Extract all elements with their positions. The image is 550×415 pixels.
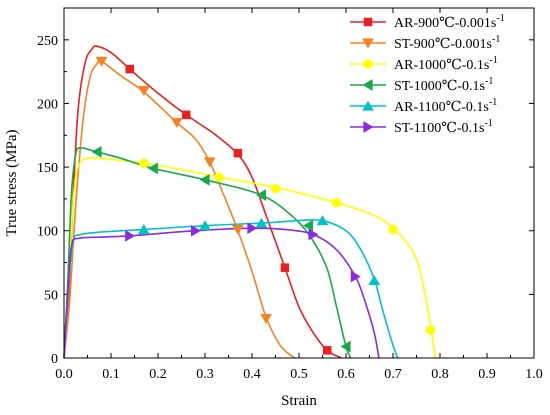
- legend-label: ST-1100℃-0.1s-1: [394, 118, 493, 136]
- legend-marker: [362, 38, 374, 49]
- legend-label-text: ST-1100℃-0.1s: [394, 121, 484, 136]
- series-line: [63, 45, 342, 359]
- x-axis-title: Strain: [281, 393, 317, 409]
- data-point-marker: [137, 224, 150, 235]
- data-point-marker: [255, 189, 267, 202]
- data-point-marker: [260, 313, 273, 324]
- legend-label: AR-1000℃-0.1s-1: [394, 55, 498, 73]
- data-point-marker: [199, 173, 210, 186]
- y-tick-label: 200: [37, 97, 58, 112]
- data-point-marker: [91, 145, 102, 158]
- data-point-marker: [199, 220, 211, 231]
- data-point-marker: [95, 56, 108, 67]
- legend-label-text: ST-1000℃-0.1s: [394, 79, 485, 94]
- y-tick-label: 0: [51, 352, 58, 367]
- x-tick-label: 0.3: [196, 367, 214, 382]
- data-point-marker: [302, 219, 314, 232]
- x-tick-label: 0.9: [478, 367, 496, 382]
- data-point-marker: [181, 110, 191, 120]
- data-point-marker: [280, 263, 290, 272]
- legend-label: AR-900℃-0.001s-1: [394, 13, 505, 31]
- legend-label-text: ST-900℃-0.001s: [394, 37, 492, 52]
- legend-label: ST-900℃-0.001s-1: [394, 34, 500, 52]
- x-tick-label: 0.8: [431, 367, 449, 382]
- legend-marker: [362, 79, 373, 91]
- legend-marker: [362, 100, 374, 111]
- legend-label-superscript: -1: [489, 55, 497, 66]
- legend-label-superscript: -1: [492, 34, 500, 45]
- legend-label-text: AR-900℃-0.001s: [394, 16, 496, 31]
- x-tick-label: 0.5: [290, 367, 308, 382]
- data-point-marker: [190, 224, 202, 237]
- data-point-marker: [203, 157, 216, 168]
- series-line: [63, 59, 295, 359]
- legend-label-superscript: -1: [485, 76, 493, 87]
- plot-area: [64, 8, 534, 358]
- data-point-marker: [316, 215, 329, 226]
- data-point-marker: [340, 340, 351, 353]
- data-point-marker: [214, 172, 224, 183]
- data-point-marker: [308, 228, 319, 241]
- data-point-marker: [125, 64, 135, 74]
- legend-label-text: AR-1100℃-0.1s: [394, 100, 489, 115]
- legend-marker: [363, 17, 373, 27]
- legend-label-superscript: -1: [484, 118, 492, 129]
- plot-frame: [63, 7, 535, 359]
- y-tick-label: 50: [44, 288, 58, 303]
- legend-marker: [363, 59, 373, 69]
- data-point-marker: [125, 229, 136, 242]
- series-markers: [91, 56, 436, 355]
- legend-label: AR-1100℃-0.1s-1: [394, 97, 497, 115]
- x-tick-label: 0.1: [102, 367, 120, 382]
- data-point-marker: [331, 197, 342, 208]
- x-tick-label: 1.0: [525, 367, 543, 382]
- legend-label-superscript: -1: [489, 97, 497, 108]
- data-point-marker: [170, 117, 183, 128]
- x-tick-label: 0.4: [243, 367, 261, 382]
- data-point-marker: [270, 183, 281, 194]
- x-tick-label: 0.2: [149, 367, 167, 382]
- data-point-marker: [322, 346, 332, 355]
- series-line: [63, 218, 399, 359]
- data-point-marker: [388, 224, 398, 235]
- y-tick-label: 150: [37, 161, 58, 176]
- legend-label-text: AR-1000℃-0.1s: [394, 58, 489, 73]
- series-line: [63, 147, 352, 359]
- x-tick-label: 0.0: [55, 367, 73, 382]
- x-tick-label: 0.6: [337, 367, 355, 382]
- legend: AR-900℃-0.001s-1ST-900℃-0.001s-1AR-1000℃…: [350, 13, 505, 136]
- data-point-marker: [350, 270, 361, 283]
- legend-marker: [363, 121, 374, 133]
- x-axis-ticks: 0.0 0.1 0.2 0.3 0.4 0.5 0.6 0.7 0.8 0.9 1.0: [55, 8, 543, 382]
- data-point-marker: [139, 158, 149, 169]
- x-tick-label: 0.7: [384, 367, 402, 382]
- legend-label: ST-1000℃-0.1s-1: [394, 76, 493, 94]
- data-point-marker: [147, 162, 158, 175]
- data-point-marker: [425, 325, 436, 335]
- data-point-marker: [368, 274, 381, 286]
- y-axis-ticks: 0 50 100 150 200 250: [37, 7, 534, 367]
- data-point-marker: [231, 224, 244, 235]
- legend-label-superscript: -1: [496, 13, 504, 24]
- data-point-marker: [233, 148, 243, 158]
- y-tick-label: 250: [37, 34, 58, 49]
- data-point-marker: [255, 217, 268, 228]
- y-axis-title: True stress (MPa): [4, 130, 20, 237]
- data-point-marker: [137, 86, 150, 97]
- data-point-marker: [247, 222, 258, 235]
- y-tick-label: 100: [37, 225, 58, 240]
